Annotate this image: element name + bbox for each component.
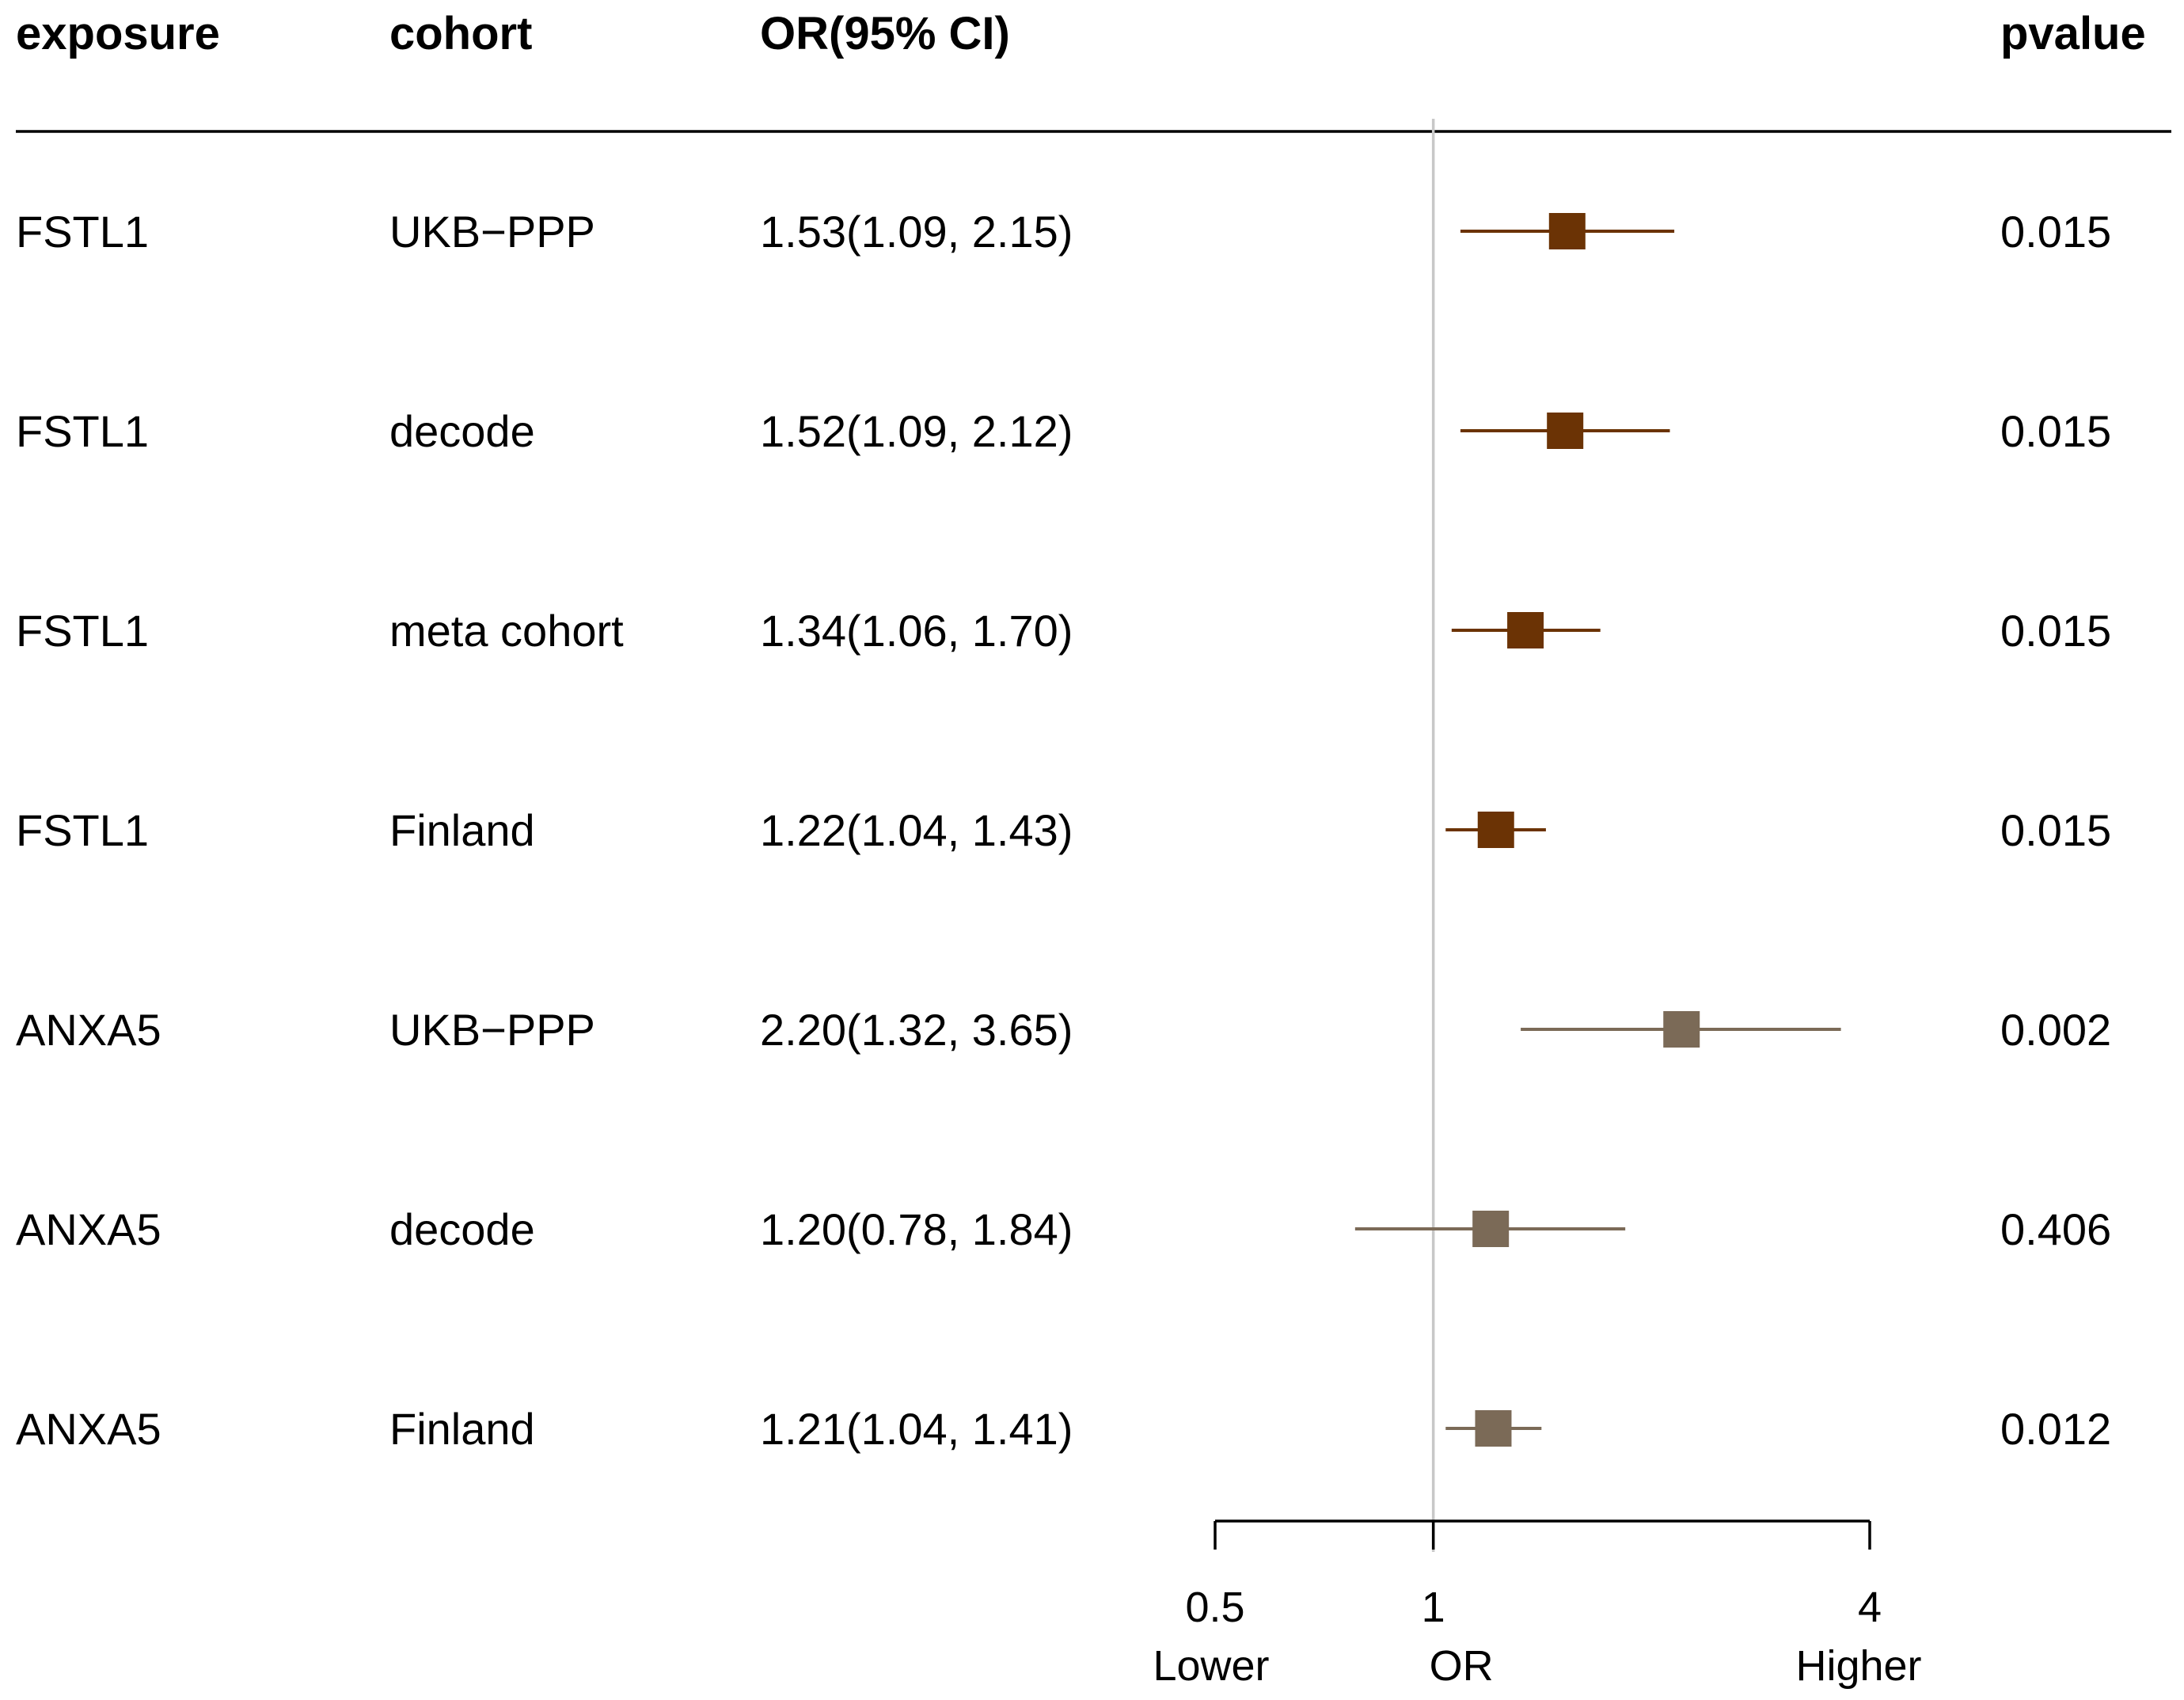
pvalue-label: 0.012 bbox=[2000, 1404, 2111, 1454]
x-label-lower: Lower bbox=[1153, 1642, 1269, 1690]
header-exposure: exposure bbox=[16, 8, 220, 59]
cohort-label: UKB−PPP bbox=[389, 1005, 595, 1055]
or-ci-label: 1.53(1.09, 2.15) bbox=[760, 207, 1073, 257]
or-ci-label: 1.21(1.04, 1.41) bbox=[760, 1404, 1073, 1454]
or-point-marker bbox=[1507, 612, 1544, 648]
or-point-marker bbox=[1547, 413, 1584, 449]
x-tick-label: 1 bbox=[1422, 1584, 1445, 1631]
cohort-label: Finland bbox=[389, 1404, 535, 1454]
column-headers: exposure cohort OR(95% CI) pvalue bbox=[16, 8, 2146, 59]
table-row: ANXA5 UKB−PPP 2.20(1.32, 3.65) 0.002 bbox=[16, 1005, 2111, 1055]
table-row: FSTL1 Finland 1.22(1.04, 1.43) 0.015 bbox=[16, 805, 2111, 855]
exposure-label: ANXA5 bbox=[16, 1204, 161, 1254]
cohort-label: decode bbox=[389, 406, 535, 456]
pvalue-label: 0.015 bbox=[2000, 207, 2111, 257]
x-tick-label: 4 bbox=[1858, 1584, 1882, 1631]
header-or-ci: OR(95% CI) bbox=[760, 8, 1010, 59]
table-row: FSTL1 decode 1.52(1.09, 2.12) 0.015 bbox=[16, 406, 2111, 456]
header-pvalue: pvalue bbox=[2000, 8, 2146, 59]
or-point-marker bbox=[1548, 213, 1586, 249]
table-row: FSTL1 meta cohort 1.34(1.06, 1.70) 0.015 bbox=[16, 606, 2111, 656]
cohort-label: meta cohort bbox=[389, 606, 624, 656]
or-point-marker bbox=[1475, 1410, 1512, 1447]
cohort-label: UKB−PPP bbox=[389, 207, 595, 257]
pvalue-label: 0.015 bbox=[2000, 805, 2111, 855]
or-ci-label: 1.52(1.09, 2.12) bbox=[760, 406, 1073, 456]
exposure-label: FSTL1 bbox=[16, 805, 149, 855]
exposure-label: FSTL1 bbox=[16, 606, 149, 656]
table-row: ANXA5 decode 1.20(0.78, 1.84) 0.406 bbox=[16, 1204, 2111, 1254]
table-row: ANXA5 Finland 1.21(1.04, 1.41) 0.012 bbox=[16, 1404, 2111, 1454]
table-rows: FSTL1 UKB−PPP 1.53(1.09, 2.15) 0.015 FSTL1 de… bbox=[16, 207, 2111, 1454]
header-cohort: cohort bbox=[389, 8, 532, 59]
exposure-label: FSTL1 bbox=[16, 207, 149, 257]
or-ci-label: 1.22(1.04, 1.43) bbox=[760, 805, 1073, 855]
cohort-label: decode bbox=[389, 1204, 535, 1254]
x-label-or: OR bbox=[1430, 1642, 1494, 1690]
or-ci-label: 2.20(1.32, 3.65) bbox=[760, 1005, 1073, 1055]
x-label-higher: Higher bbox=[1795, 1642, 1921, 1690]
or-ci-label: 1.34(1.06, 1.70) bbox=[760, 606, 1073, 656]
pvalue-label: 0.002 bbox=[2000, 1005, 2111, 1055]
or-point-marker bbox=[1477, 812, 1514, 848]
pvalue-label: 0.015 bbox=[2000, 606, 2111, 656]
table-row: FSTL1 UKB−PPP 1.53(1.09, 2.15) 0.015 bbox=[16, 207, 2111, 257]
pvalue-label: 0.406 bbox=[2000, 1204, 2111, 1254]
x-axis: 0.5 1 4 Lower OR Higher bbox=[1153, 1519, 1922, 1690]
x-tick-label: 0.5 bbox=[1185, 1584, 1244, 1631]
pvalue-label: 0.015 bbox=[2000, 406, 2111, 456]
exposure-label: ANXA5 bbox=[16, 1005, 161, 1055]
exposure-label: FSTL1 bbox=[16, 406, 149, 456]
cohort-label: Finland bbox=[389, 805, 535, 855]
or-point-marker bbox=[1472, 1211, 1510, 1247]
or-point-marker bbox=[1663, 1011, 1700, 1048]
or-ci-label: 1.20(0.78, 1.84) bbox=[760, 1204, 1073, 1254]
exposure-label: ANXA5 bbox=[16, 1404, 161, 1454]
